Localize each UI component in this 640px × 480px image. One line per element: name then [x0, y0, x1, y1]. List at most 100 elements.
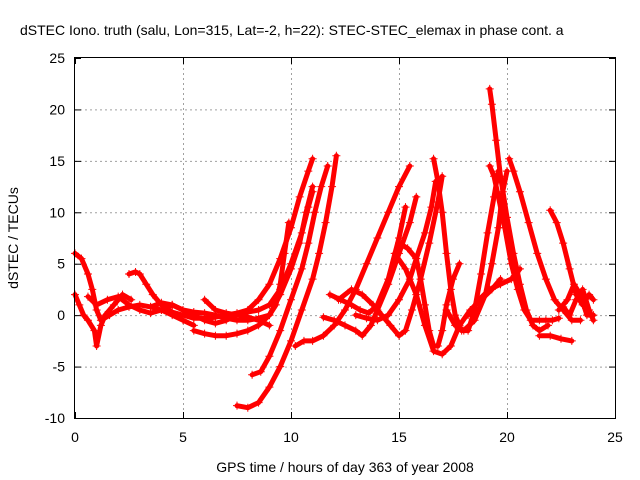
data-point-marker [487, 100, 496, 109]
series-line [536, 333, 575, 344]
series-24 [535, 331, 576, 345]
data-point-marker [265, 383, 274, 392]
x-tick-label: 25 [607, 429, 623, 445]
data-point-marker [569, 280, 578, 289]
data-point-marker [222, 316, 231, 325]
data-point-marker [535, 331, 544, 340]
data-point-marker [189, 326, 198, 335]
data-point-marker [127, 295, 136, 304]
data-point-marker [146, 302, 155, 311]
data-point-marker [477, 270, 486, 278]
data-point-marker [474, 295, 483, 304]
data-point-marker [442, 249, 451, 258]
data-point-marker [412, 290, 421, 299]
series-2 [71, 290, 136, 350]
data-point-marker [438, 326, 447, 335]
data-point-marker [494, 192, 503, 201]
data-point-marker [243, 403, 252, 412]
data-point-marker [401, 264, 410, 273]
data-point-marker [487, 259, 496, 268]
data-point-marker [341, 321, 349, 330]
data-point-marker [403, 244, 412, 253]
data-point-marker [395, 239, 403, 248]
data-point-marker [386, 321, 395, 330]
data-point-marker [308, 275, 317, 284]
series-17 [429, 154, 503, 335]
data-point-marker [373, 234, 382, 242]
x-tick-label: 15 [391, 429, 407, 445]
data-point-marker [446, 342, 455, 350]
data-point-marker [276, 254, 285, 263]
data-point-marker [304, 167, 313, 176]
data-point-marker [317, 182, 326, 191]
data-point-marker [179, 306, 187, 314]
data-point-marker [341, 306, 349, 314]
data-point-marker [243, 313, 252, 322]
data-series [71, 84, 598, 412]
series-1 [71, 249, 198, 330]
x-tick-label: 5 [179, 429, 187, 445]
data-point-marker [548, 316, 557, 325]
data-point-marker [515, 187, 524, 196]
data-point-marker [103, 295, 112, 304]
data-point-marker [420, 321, 429, 330]
data-point-marker [315, 249, 324, 258]
x-tick-labels: 0 5 10 15 20 25 [71, 429, 623, 445]
data-point-marker [438, 350, 447, 359]
data-point-marker [358, 331, 367, 340]
data-point-marker [515, 264, 524, 273]
data-point-marker [347, 300, 356, 309]
series-22 [464, 264, 524, 320]
series-10 [291, 162, 414, 350]
data-point-marker [287, 336, 295, 345]
data-point-marker [200, 295, 209, 304]
data-point-marker [546, 331, 555, 340]
data-point-marker [332, 151, 341, 160]
series-line [85, 220, 292, 323]
data-point-marker [299, 336, 308, 345]
data-point-marker [496, 280, 505, 289]
data-point-marker [135, 270, 144, 278]
data-point-marker [520, 306, 529, 314]
data-point-marker [490, 172, 499, 181]
data-point-marker [433, 342, 442, 350]
chart-title: dSTEC Iono. truth (salu, Lon=315, Lat=-2… [20, 22, 564, 38]
data-point-marker [507, 259, 516, 268]
data-point-marker [405, 218, 414, 227]
data-point-marker [114, 306, 123, 314]
data-point-marker [507, 275, 516, 284]
data-point-marker [557, 334, 565, 343]
data-point-marker [308, 154, 317, 163]
data-point-marker [483, 228, 492, 237]
data-point-marker [233, 401, 241, 410]
data-point-marker [302, 208, 311, 217]
data-point-marker [168, 300, 177, 309]
data-point-marker [211, 319, 220, 328]
data-point-marker [304, 239, 313, 248]
series-line [234, 153, 339, 411]
data-point-marker [265, 352, 274, 361]
data-point-marker [451, 311, 460, 320]
data-point-marker [589, 295, 598, 304]
data-point-marker [401, 326, 410, 335]
data-point-marker [297, 306, 306, 314]
data-point-marker [567, 336, 576, 345]
data-point-marker [513, 285, 522, 294]
data-point-marker [297, 264, 306, 273]
data-point-marker [79, 311, 88, 320]
data-point-marker [83, 292, 92, 301]
data-point-marker [384, 208, 393, 217]
x-axis-title: GPS time / hours of day 363 of year 2008 [216, 459, 474, 475]
data-point-marker [142, 280, 151, 289]
series-line [353, 178, 439, 323]
data-point-marker [125, 300, 133, 309]
data-point-marker [550, 295, 559, 304]
data-point-marker [412, 192, 421, 201]
data-point-marker [358, 290, 367, 299]
data-point-marker [319, 313, 328, 322]
data-point-marker [541, 275, 550, 284]
data-point-marker [243, 326, 252, 335]
y-tick-label: 20 [49, 101, 65, 117]
data-point-marker [254, 295, 263, 304]
data-point-marker [464, 311, 473, 320]
